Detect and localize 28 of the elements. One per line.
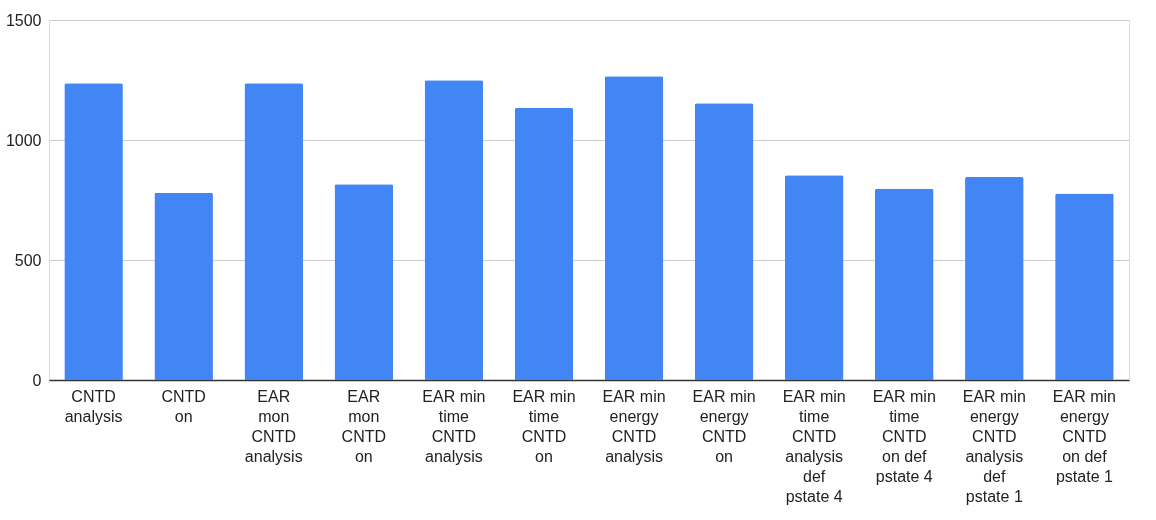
x-tick-label: EAR min time CNTD analysis def pstate 4 [782,387,846,505]
y-tick-label: 500 [14,251,42,269]
bar [965,176,1024,380]
bar [604,76,664,380]
bar [784,175,844,380]
x-tick-label: CNTD analysis [64,387,123,425]
x-tick-label: EAR mon CNTD on [341,387,387,465]
x-tick-label: EAR min energy CNTD on def pstate 1 [1052,387,1116,485]
x-tick-label: EAR min time CNTD analysis [422,387,486,465]
x-tick-label: EAR min energy CNTD on [692,387,756,465]
bar [1055,193,1114,380]
bar [874,188,934,380]
bar [64,83,123,380]
bar [424,80,484,380]
bar [514,108,574,380]
bar [244,83,304,380]
bar [154,192,213,380]
x-tick-label: EAR min energy CNTD analysis def pstate 1 [962,387,1026,505]
bar [334,184,394,380]
bar [694,103,754,380]
x-tick-label: EAR min time CNTD on [512,387,576,465]
y-tick-label: 0 [32,371,42,389]
x-tick-label: EAR min energy CNTD analysis [602,387,666,465]
y-tick-label: 1500 [5,11,42,29]
x-tick-label: EAR mon CNTD analysis [244,387,303,465]
x-tick-label: EAR min time CNTD on def pstate 4 [872,387,936,485]
y-tick-label: 1000 [5,131,42,149]
x-tick-label: CNTD on [161,387,206,425]
